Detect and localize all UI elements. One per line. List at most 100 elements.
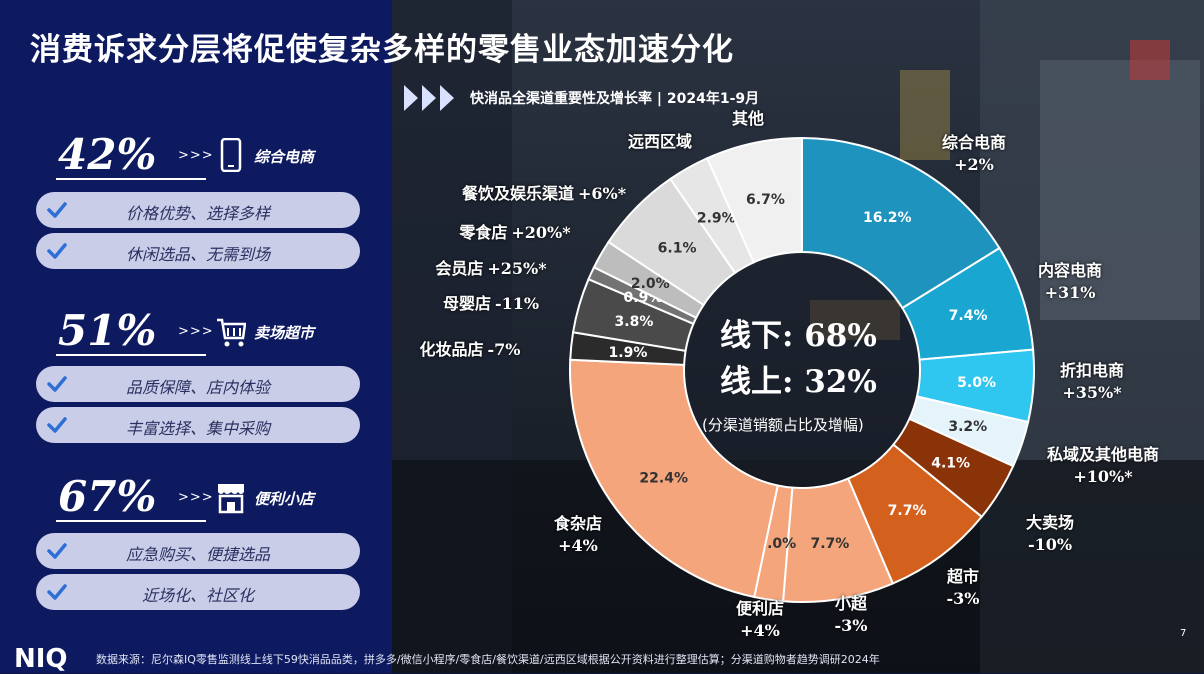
channel-name: 食杂店 <box>553 514 602 533</box>
slice-8 <box>569 358 779 599</box>
channel-growth: -7% <box>487 340 521 359</box>
page-title: 消费诉求分层将促使复杂多样的零售业态加速分化 <box>30 32 734 68</box>
chevron-right-icon <box>404 85 418 111</box>
slice-value-label: 4.1% <box>931 455 970 471</box>
stat-block-convenience: 67% >>> 便利小店 <box>36 472 376 522</box>
check-icon <box>47 243 67 259</box>
channel-growth: -3% <box>946 589 980 608</box>
benefit-pill: 丰富选择、集中采购 <box>36 407 360 443</box>
chart-subtitle-row: 快消品全渠道重要性及增长率 | 2024年1-9月 <box>404 84 759 112</box>
channel-label: 母婴店 -11% <box>396 293 586 315</box>
channel-label: 零食店 +20%* <box>420 222 610 244</box>
channel-name: 便利店 <box>735 599 784 618</box>
channel-name: 内容电商 <box>1037 261 1102 280</box>
chevron-right-icon <box>440 85 454 111</box>
offline-share: 线下: 68% <box>720 318 877 354</box>
niq-logo: NIQ <box>14 644 68 674</box>
channel-name: 化妆品店 <box>419 340 484 359</box>
benefit-pill: 应急购买、便捷选品 <box>36 533 360 569</box>
check-icon <box>47 543 67 559</box>
benefit-text: 休闲选品、无需到场 <box>125 245 270 264</box>
benefit-pill: 近场化、社区化 <box>36 574 360 610</box>
channel-label: 便利店 +4% <box>700 598 820 642</box>
check-icon <box>47 584 67 600</box>
channel-name: 超市 <box>946 567 979 586</box>
stat-arrows: >>> <box>178 490 214 505</box>
benefit-pill: 休闲选品、无需到场 <box>36 233 360 269</box>
slice-value-label: 2.0% <box>631 276 670 292</box>
underline <box>56 354 206 356</box>
slice-value-label: 7.7% <box>811 536 850 552</box>
channel-name: 综合电商 <box>941 133 1006 152</box>
channel-label: 私域及其他电商 +10%* <box>1043 444 1163 488</box>
channel-growth: +6%* <box>577 184 627 203</box>
channel-label: 折扣电商 +35%* <box>1032 360 1152 404</box>
benefit-text: 价格优势、选择多样 <box>125 204 270 223</box>
channel-growth: -11% <box>494 294 540 313</box>
channel-growth: -3% <box>834 616 868 635</box>
slice-value-label: 16.2% <box>863 210 912 226</box>
slice-value-label: 5.0% <box>957 375 996 391</box>
underline <box>56 178 206 180</box>
channel-name: 零食店 <box>459 223 508 242</box>
channel-name: 私域及其他电商 <box>1046 445 1159 464</box>
stat-label: 便利小店 <box>254 490 315 508</box>
check-icon <box>47 376 67 392</box>
channel-label: 远西区域 <box>600 131 720 153</box>
smartphone-icon <box>220 138 242 172</box>
channel-name: 会员店 <box>435 259 484 278</box>
channel-name: 餐饮及娱乐渠道 <box>461 184 574 203</box>
channel-name: 折扣电商 <box>1059 361 1124 380</box>
channel-growth: +2% <box>954 155 994 174</box>
data-source-note: 数据来源：尼尔森IQ零售监测线上线下59快消品品类，拼多多/微信小程序/零食店/… <box>96 653 880 666</box>
stat-block-hypermarket: 51% >>> 卖场超市 <box>36 308 376 356</box>
channel-label: 小超 -3% <box>791 593 911 637</box>
slice-value-label: 6.7% <box>746 192 785 208</box>
channel-label: 内容电商 +31% <box>1010 260 1130 304</box>
channel-name: 大卖场 <box>1025 513 1074 532</box>
stat-arrows: >>> <box>178 148 214 163</box>
channel-growth: +10%* <box>1073 467 1133 486</box>
slice-value-label: 2.9% <box>697 210 736 226</box>
stat-percent: 42% <box>58 130 157 179</box>
slice-value-label: 3.8% <box>615 314 654 330</box>
underline <box>56 520 206 522</box>
stat-percent: 67% <box>58 472 157 521</box>
benefit-text: 近场化、社区化 <box>141 586 254 605</box>
slice-value-label: 7.7% <box>888 503 927 519</box>
slice-value-label: 22.4% <box>639 470 688 486</box>
storefront-icon <box>218 484 244 514</box>
stat-label: 综合电商 <box>254 148 315 166</box>
channel-name: 母婴店 <box>442 294 491 313</box>
channel-growth: -10% <box>1027 535 1073 554</box>
channel-label: 其他 <box>688 108 808 130</box>
page-number: 7 <box>1180 628 1187 639</box>
benefit-text: 应急购买、便捷选品 <box>125 545 270 564</box>
slice-value-label: 1.9% <box>609 345 648 361</box>
channel-label: 餐饮及娱乐渠道 +6%* <box>449 183 639 205</box>
channel-label: 会员店 +25%* <box>396 258 586 280</box>
benefit-pill: 价格优势、选择多样 <box>36 192 360 228</box>
channel-growth: +4% <box>558 536 598 555</box>
slice-0 <box>801 136 1001 310</box>
channel-growth: +25%* <box>487 259 547 278</box>
online-share: 线上: 32% <box>720 364 877 400</box>
benefit-text: 丰富选择、集中采购 <box>125 419 270 438</box>
benefit-text: 品质保障、店内体验 <box>125 378 270 397</box>
slice-value-label: 3.2% <box>948 419 987 435</box>
donut-hole <box>686 254 918 486</box>
channel-name: 其他 <box>731 109 764 128</box>
chart-subtitle: 快消品全渠道重要性及增长率 | 2024年1-9月 <box>470 91 760 107</box>
channel-label: 综合电商 +2% <box>914 132 1034 176</box>
stat-block-ecommerce: 42% >>> 综合电商 <box>36 130 376 180</box>
check-icon <box>47 202 67 218</box>
channel-label: 食杂店 +4% <box>518 513 638 557</box>
chart-note: (分渠道销额占比及增幅) <box>702 416 864 434</box>
chevron-right-icon <box>422 85 436 111</box>
channel-growth: +31% <box>1044 283 1096 302</box>
channel-name: 远西区域 <box>627 132 692 151</box>
channel-label: 超市 -3% <box>903 566 1023 610</box>
slice-15 <box>705 136 803 264</box>
channel-label: 大卖场 -10% <box>990 512 1110 556</box>
